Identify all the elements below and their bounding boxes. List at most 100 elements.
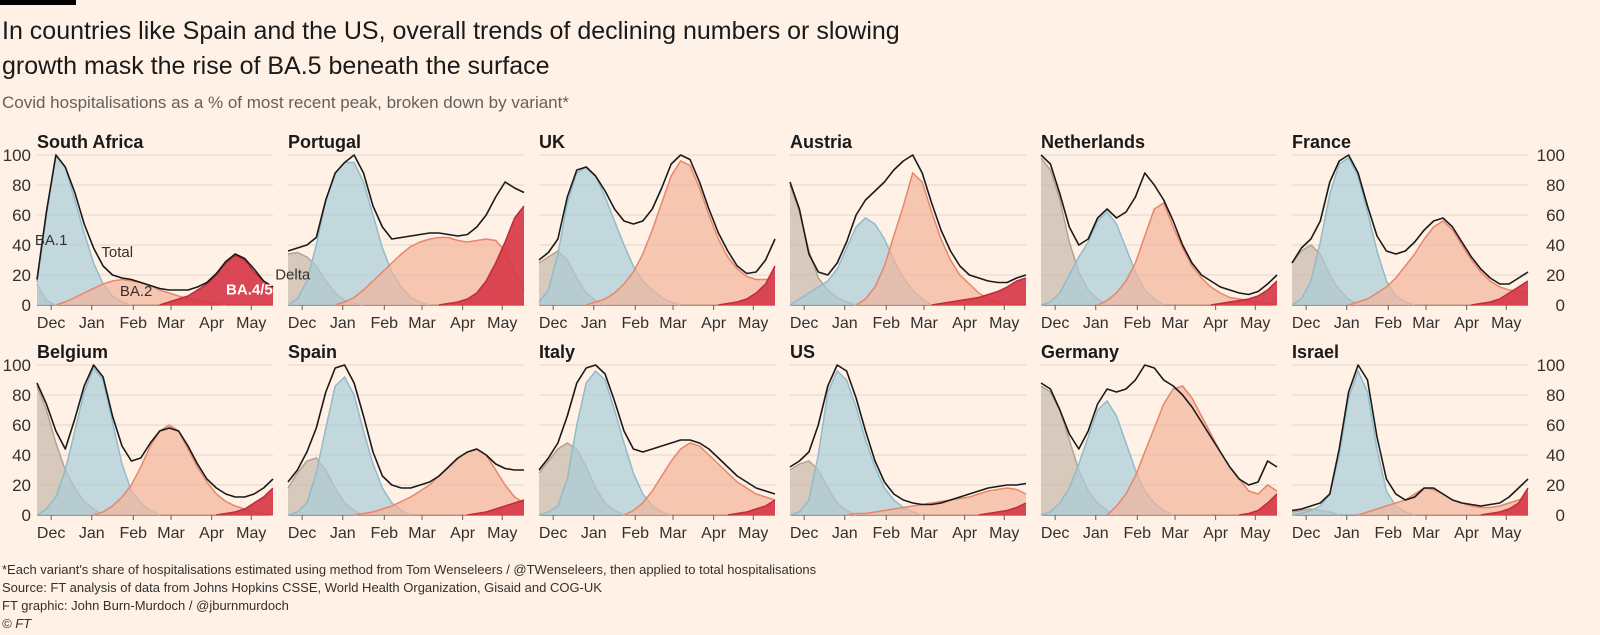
x-tick-label: Mar <box>1412 315 1440 332</box>
y-tick-label-left: 100 <box>3 146 31 165</box>
panel-uk: Dec Jan Feb Mar Apr May UK <box>538 132 776 332</box>
ba45-area <box>931 278 1026 305</box>
ba2-label: BA.2 <box>120 283 153 300</box>
x-tick-label: May <box>487 525 517 542</box>
panel-austria: Dec Jan Feb Mar Apr May Austria <box>789 132 1027 332</box>
y-tick-label-right: 20 <box>1546 476 1565 495</box>
x-tick-label: Mar <box>659 315 687 332</box>
total-label: Total <box>101 244 133 261</box>
x-tick-label: Feb <box>370 525 398 542</box>
ba1-area <box>288 162 430 305</box>
ba2-area-edge <box>1106 385 1278 516</box>
x-tick-label: Feb <box>872 315 900 332</box>
delta-label: Delta <box>275 267 311 284</box>
x-tick-label: May <box>487 315 517 332</box>
total-line <box>1040 154 1278 296</box>
x-tick-label: Feb <box>1374 525 1402 542</box>
ba45-area <box>1239 494 1277 515</box>
ba2-area <box>93 425 273 515</box>
ba45-area <box>727 500 775 515</box>
panel-title: France <box>1292 132 1351 152</box>
ba45-area-edge <box>1210 280 1278 306</box>
x-tick-label: Jan <box>1083 525 1109 542</box>
x-tick-label: Dec <box>539 525 567 542</box>
graphic-credit: FT graphic: John Burn-Murdoch / @jburnmu… <box>2 598 289 613</box>
x-tick-label: Dec <box>790 315 818 332</box>
x-tick-label: Feb <box>370 315 398 332</box>
ba45-area <box>1480 488 1528 515</box>
x-tick-label: Feb <box>621 525 649 542</box>
ba45-area-edge <box>159 254 274 306</box>
delta-area <box>790 185 857 305</box>
x-tick-label: May <box>236 525 266 542</box>
y-tick-label-left: 80 <box>12 386 31 405</box>
y-tick-label-right: 20 <box>1546 266 1565 285</box>
panel-title: UK <box>539 132 565 152</box>
ba45-area-edge <box>467 499 525 516</box>
x-tick-label: May <box>738 315 768 332</box>
x-tick-label: Feb <box>1123 525 1151 542</box>
x-tick-label: Dec <box>288 315 316 332</box>
x-tick-label: Feb <box>119 525 147 542</box>
total-line <box>287 154 525 252</box>
x-tick-label: Apr <box>701 525 727 542</box>
x-tick-label: Dec <box>37 315 65 332</box>
panel-title: Spain <box>288 342 337 362</box>
y-tick-label-right: 60 <box>1546 416 1565 435</box>
x-tick-label: Jan <box>832 315 858 332</box>
x-tick-label: Apr <box>1454 315 1480 332</box>
x-tick-label: May <box>236 315 266 332</box>
copyright: © FT <box>2 616 32 631</box>
panel-south-africa: Dec Jan Feb Mar Apr May South Africa BA.1 Total B… <box>35 132 274 332</box>
x-tick-label: Jan <box>581 315 607 332</box>
panel-germany: Dec Jan Feb Mar Apr May Germany <box>1040 342 1278 542</box>
ba1-area <box>288 377 411 515</box>
x-tick-label: Apr <box>952 525 978 542</box>
x-tick-label: May <box>989 525 1019 542</box>
y-tick-label-left: 0 <box>22 296 31 315</box>
x-tick-label: Jan <box>330 315 356 332</box>
x-tick-label: Apr <box>1203 525 1229 542</box>
x-tick-label: Dec <box>37 525 65 542</box>
x-tick-label: Dec <box>1041 315 1069 332</box>
delta-area <box>1041 386 1117 515</box>
x-tick-label: May <box>1491 525 1521 542</box>
x-tick-label: Jan <box>1334 525 1360 542</box>
ba1-area <box>539 371 672 515</box>
panel-belgium: Dec Jan Feb Mar Apr May Belgium <box>36 342 274 542</box>
y-tick-label-left: 40 <box>12 236 31 255</box>
source-line: Source: FT analysis of data from Johns H… <box>2 580 602 595</box>
ba2-area-edge <box>1348 220 1529 306</box>
x-tick-label: Jan <box>1083 315 1109 332</box>
panel-title: Germany <box>1041 342 1119 362</box>
ba45-area <box>1471 281 1528 305</box>
total-line <box>789 154 1027 284</box>
ba45-area-edge <box>727 499 776 516</box>
total-line <box>1291 364 1529 512</box>
ba2-area-edge <box>334 236 525 306</box>
ba45-area-edge <box>1239 493 1278 516</box>
ba2-area <box>586 161 775 305</box>
total-line <box>1291 154 1529 285</box>
panel-netherlands: Dec Jan Feb Mar Apr May Netherlands <box>1040 132 1278 332</box>
y-tick-label-left: 0 <box>22 506 31 525</box>
ba1-area <box>37 368 160 515</box>
panel-title: Israel <box>1292 342 1339 362</box>
ba2-area <box>846 488 1026 515</box>
x-tick-label: Apr <box>1203 315 1229 332</box>
ba2-area <box>335 237 524 305</box>
x-tick-label: Apr <box>701 315 727 332</box>
ba45-area <box>718 266 775 305</box>
ba2-area <box>1097 203 1277 305</box>
ft-brand-bar <box>0 0 76 5</box>
x-tick-label: Dec <box>1292 525 1320 542</box>
ba1-area <box>539 167 681 305</box>
ba2-area <box>354 449 524 515</box>
x-tick-label: Mar <box>408 315 436 332</box>
x-tick-label: May <box>1240 525 1270 542</box>
x-tick-label: Feb <box>119 315 147 332</box>
ba1-area-edge <box>287 375 412 516</box>
panel-france: Dec Jan Feb Mar Apr May France <box>1291 132 1529 332</box>
ba45-area <box>467 500 524 515</box>
panel-title: Belgium <box>37 342 108 362</box>
